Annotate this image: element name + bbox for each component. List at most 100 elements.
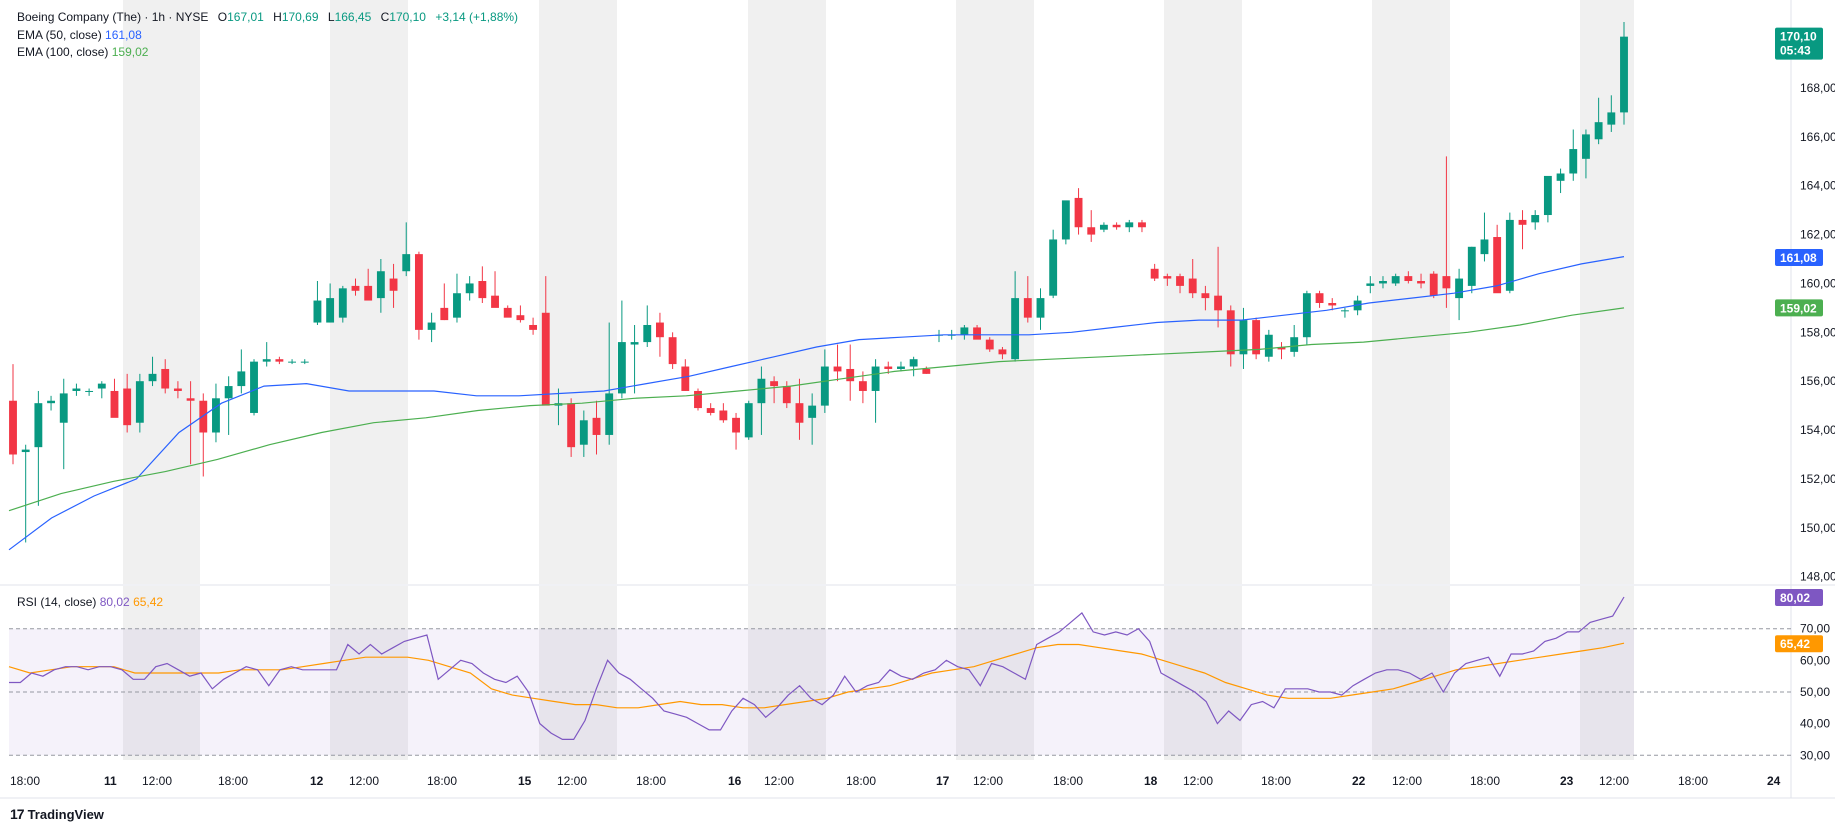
candle-body — [1391, 276, 1400, 284]
time-tick-label: 12:00 — [142, 774, 172, 788]
candle-body — [643, 324, 652, 343]
candle-body — [110, 390, 119, 418]
candle-body — [858, 381, 867, 391]
ema50-legend[interactable]: EMA (50, close) 161,08 — [17, 27, 142, 43]
candle-body — [1163, 276, 1172, 279]
last-price-badge — [1775, 27, 1823, 60]
low-value: 166,45 — [334, 10, 372, 24]
ema50-label: EMA (50, close) — [17, 28, 102, 42]
candle-body — [1467, 246, 1476, 286]
candle-body — [1138, 222, 1146, 228]
candle-body — [744, 403, 753, 438]
high-label: H — [273, 10, 282, 24]
candle-body — [440, 307, 449, 321]
open-label: O — [217, 10, 228, 24]
candle-body — [694, 390, 702, 409]
candle-body — [795, 403, 804, 423]
candle-body — [186, 398, 195, 401]
candle-body — [656, 322, 664, 338]
candle-body — [250, 361, 258, 413]
candle-body — [732, 417, 740, 433]
candle-body — [1049, 239, 1058, 296]
session-shade — [748, 0, 826, 584]
symbol-legend: Boeing Company (The) · 1h · NYSE O167,01… — [17, 9, 518, 25]
candle-body — [427, 322, 436, 330]
time-tick-label: 18:00 — [427, 774, 457, 788]
high-value: 170,69 — [281, 10, 319, 24]
open-value: 167,01 — [227, 10, 264, 24]
candle-body — [1214, 295, 1223, 311]
candle-body — [846, 368, 855, 382]
rsi-ma-badge — [1775, 635, 1823, 653]
candle-body — [541, 312, 550, 406]
candle-body — [617, 342, 626, 394]
time-tick-label: 16 — [728, 774, 742, 788]
candle-body — [72, 388, 81, 391]
rsi-ma-line — [8, 642, 1625, 709]
ema100-badge-text: 159,02 — [1780, 301, 1817, 315]
session-shade — [748, 586, 826, 760]
candle-body — [1023, 298, 1032, 318]
candle-body — [820, 366, 829, 406]
candle-body — [668, 337, 677, 365]
candle-body — [630, 342, 639, 345]
rsi-tick-label: 30,00 — [1800, 748, 1830, 762]
ema50-badge-text: 161,08 — [1780, 251, 1817, 265]
price-tick-label: 152,00 — [1800, 472, 1835, 486]
candle-body — [148, 373, 157, 382]
candle-body — [288, 361, 297, 363]
candle-body — [770, 381, 779, 387]
close-label: C — [380, 10, 390, 24]
session-shade — [956, 0, 1034, 584]
candle-body — [1366, 283, 1375, 286]
session-shade — [1372, 586, 1450, 760]
candle-body — [1074, 197, 1083, 228]
rsi-tick-label: 60,00 — [1800, 653, 1830, 667]
candle-body — [1531, 215, 1540, 223]
rsi-legend[interactable]: RSI (14, close) 80,02 65,42 — [17, 594, 163, 610]
price-tick-label: 158,00 — [1800, 325, 1835, 339]
candle-body — [1328, 302, 1337, 306]
candle-body — [1340, 310, 1349, 312]
candle-body — [973, 327, 981, 340]
candle-body — [1188, 278, 1197, 294]
candle-body — [567, 403, 576, 448]
time-tick-label: 18 — [1144, 774, 1158, 788]
time-tick-label: 23 — [1560, 774, 1574, 788]
tradingview-brand[interactable]: 17 TradingView — [10, 806, 104, 822]
change-value: +3,14 (+1,88%) — [435, 10, 519, 24]
last-price-badge-text: 05:43 — [1780, 44, 1811, 58]
ema50-value: 161,08 — [105, 28, 142, 42]
candle-body — [1582, 134, 1590, 159]
ema50-badge — [1775, 249, 1823, 267]
session-shade — [123, 0, 200, 584]
candle-body — [833, 366, 842, 372]
candle-body — [237, 371, 246, 387]
symbol-title: Boeing Company (The) · 1h · NYSE — [17, 10, 209, 24]
time-tick-label: 17 — [936, 774, 950, 788]
candle-body — [135, 381, 144, 423]
candle-body — [1099, 224, 1108, 230]
last-price-badge-text: 170,10 — [1780, 30, 1817, 44]
candle-body — [1556, 173, 1565, 181]
candle-body — [300, 361, 309, 363]
candle-body — [338, 288, 347, 318]
candle-body — [34, 403, 43, 448]
session-shade — [539, 586, 617, 760]
candle-body — [21, 449, 30, 453]
time-tick-label: 15 — [518, 774, 532, 788]
candle-body — [516, 315, 525, 321]
time-tick-label: 12:00 — [1183, 774, 1213, 788]
candle-body — [757, 378, 766, 404]
candle-body — [884, 366, 893, 369]
candle-body — [224, 386, 233, 399]
candle-body — [1061, 200, 1070, 240]
time-tick-label: 18:00 — [10, 774, 40, 788]
candle-body — [1417, 281, 1425, 284]
candle-body — [1011, 298, 1020, 360]
time-tick-label: 18:00 — [846, 774, 876, 788]
close-value: 170,10 — [389, 10, 426, 24]
ema100-line — [8, 307, 1625, 512]
ema100-legend[interactable]: EMA (100, close) 159,02 — [17, 44, 148, 60]
